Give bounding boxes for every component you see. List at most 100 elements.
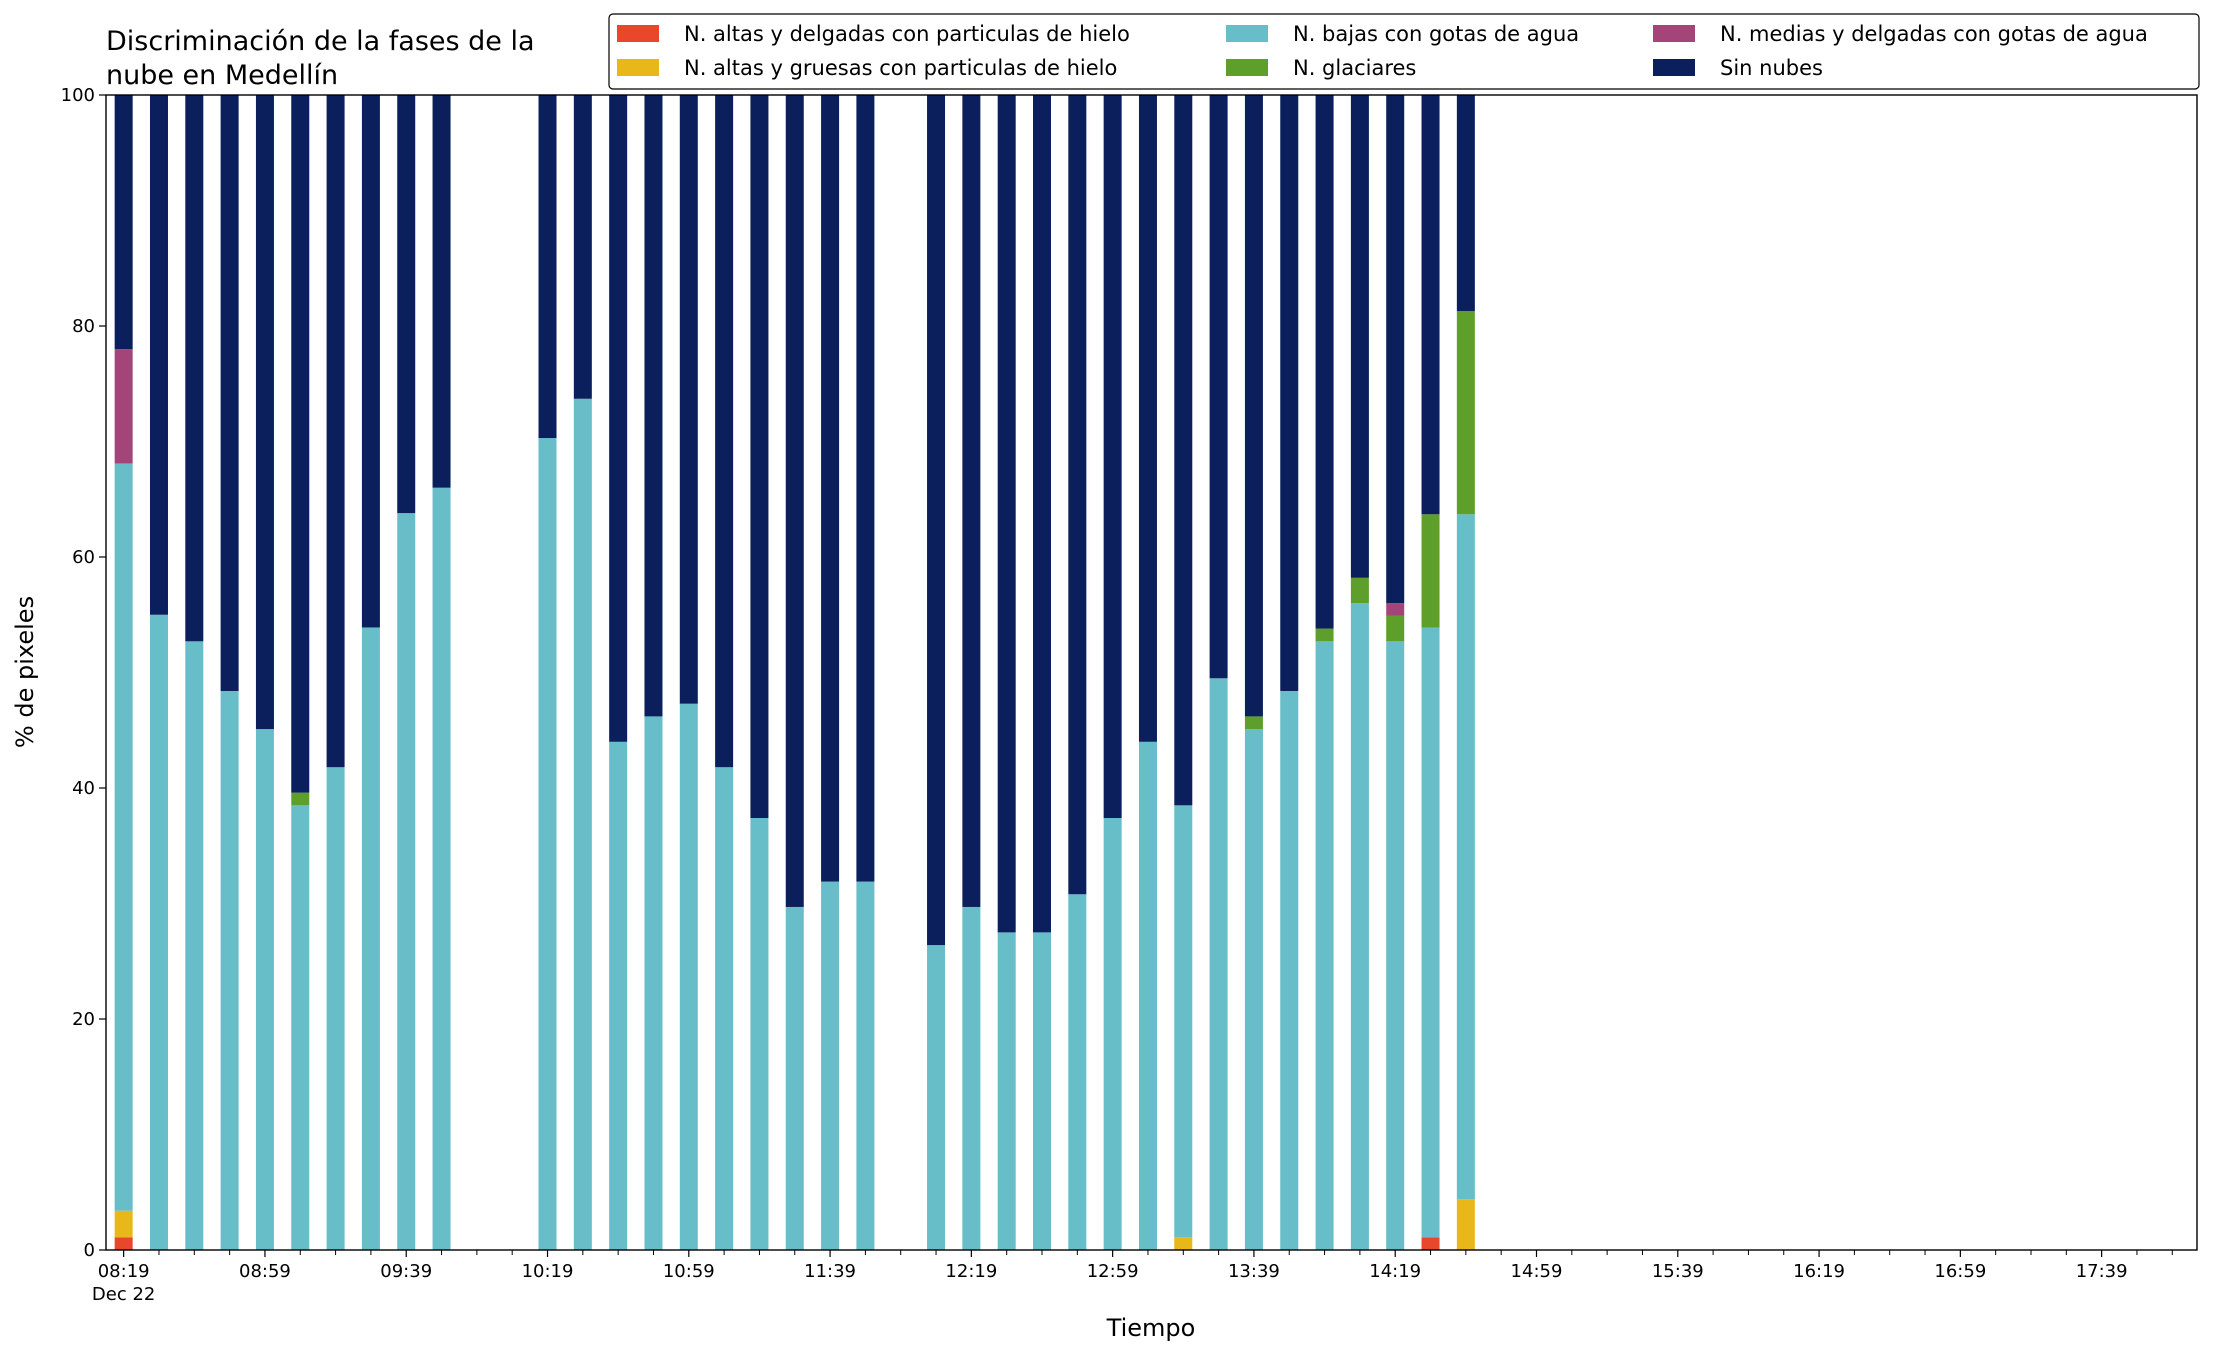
bar-segment (750, 95, 769, 819)
x-tick-label: 10:19 (522, 1261, 574, 1282)
bar-segment (1350, 603, 1369, 1250)
legend-swatch (617, 59, 659, 76)
bar-segment (1386, 641, 1405, 1250)
bar-segment (291, 95, 310, 793)
bar-segment (679, 703, 698, 1250)
bar-segment (1103, 818, 1122, 1250)
x-tick-label: 13:39 (1228, 1261, 1280, 1282)
bar-segment (785, 906, 804, 1250)
bar-segment (220, 95, 239, 691)
bar-segment (432, 95, 451, 488)
x-date-label: Dec 22 (92, 1284, 155, 1305)
bar-segment (291, 792, 310, 806)
bar-segment (1174, 805, 1193, 1238)
bar-segment (1209, 95, 1228, 679)
bar-segment (1068, 95, 1087, 895)
bar-segment (361, 95, 380, 628)
bar-segment (1280, 690, 1299, 1250)
bar-segment (149, 614, 168, 1250)
x-tick-label: 09:39 (380, 1261, 432, 1282)
bar-segment (114, 1210, 133, 1238)
y-axis-label: % de pixeles (11, 596, 39, 748)
bar-segment (644, 95, 663, 717)
bar-segment (114, 95, 133, 350)
bar-segment (220, 690, 239, 1250)
bar-segment (1386, 603, 1405, 616)
bar-segment (609, 741, 628, 1250)
x-tick-label: 12:19 (945, 1261, 997, 1282)
y-tick-label: 40 (72, 778, 95, 799)
x-tick-label: 08:19 (98, 1261, 150, 1282)
bar-segment (114, 349, 133, 464)
bar-segment (1350, 95, 1369, 578)
bar-segment (1209, 678, 1228, 1250)
bar-segment (1280, 95, 1299, 691)
legend-swatch (1226, 25, 1268, 42)
bar-segment (397, 513, 416, 1250)
bar-segment (538, 95, 557, 439)
bar-segment (1244, 729, 1263, 1250)
x-tick-label: 14:19 (1369, 1261, 1421, 1282)
bar-segment (785, 95, 804, 907)
legend-label: N. altas y delgadas con particulas de hi… (684, 22, 1130, 46)
x-tick-label: 14:59 (1511, 1261, 1563, 1282)
bar-segment (1315, 641, 1334, 1250)
bar-segment (185, 95, 204, 642)
bar-segment (997, 95, 1016, 933)
bar-segment (821, 881, 840, 1250)
bar-segment (997, 932, 1016, 1250)
bar-segment (1456, 310, 1475, 515)
legend-label: Sin nubes (1720, 56, 1823, 80)
x-tick-label: 11:39 (804, 1261, 856, 1282)
bar-segment (609, 95, 628, 742)
bar-segment (1421, 514, 1440, 628)
legend-label: N. altas y gruesas con particulas de hie… (684, 56, 1117, 80)
bar-segment (397, 95, 416, 514)
bar-segment (291, 805, 310, 1250)
bar-segment (1421, 1237, 1440, 1250)
bar-segment (1386, 615, 1405, 642)
bar-segment (1315, 628, 1334, 642)
plot-frame (105, 94, 2198, 1251)
bar-segment (1174, 1237, 1193, 1250)
bar-segment (1033, 95, 1052, 933)
bar-segment (962, 95, 981, 907)
bar-segment (927, 95, 946, 946)
y-tick-label: 0 (84, 1240, 95, 1261)
bar-segment (361, 627, 380, 1250)
bar-segment (1421, 95, 1440, 515)
bar-segment (644, 716, 663, 1250)
bar-segment (856, 881, 875, 1250)
bar-segment (1068, 894, 1087, 1250)
y-tick-label: 80 (72, 316, 95, 337)
bar-segment (1456, 95, 1475, 311)
bar-segment (1456, 1199, 1475, 1250)
bar-segment (1350, 577, 1369, 604)
x-tick-label: 16:19 (1793, 1261, 1845, 1282)
x-axis-label: Tiempo (1106, 1314, 1196, 1342)
x-tick-label: 16:59 (1934, 1261, 1986, 1282)
bar-segment (856, 95, 875, 882)
legend-swatch (1226, 59, 1268, 76)
bar-segment (1033, 932, 1052, 1250)
x-tick-label: 08:59 (239, 1261, 291, 1282)
bar-segment (715, 95, 734, 768)
bar-segment (432, 487, 451, 1250)
bar-segment (326, 95, 345, 768)
bar-segment (1315, 95, 1334, 629)
bar-segment (149, 95, 168, 615)
bar-segment (1103, 95, 1122, 819)
legend-label: N. glaciares (1293, 56, 1416, 80)
bar-segment (255, 95, 274, 730)
bar-segment (679, 95, 698, 704)
bar-segment (538, 438, 557, 1250)
bar-segment (1138, 741, 1157, 1250)
legend-box (608, 13, 2200, 90)
bar-segment (114, 463, 133, 1211)
legend-swatch (1653, 59, 1695, 76)
bar-segment (715, 767, 734, 1250)
x-tick-label: 12:59 (1087, 1261, 1139, 1282)
x-tick-label: 15:39 (1652, 1261, 1704, 1282)
legend-label: N. medias y delgadas con gotas de agua (1720, 22, 2148, 46)
bar-segment (927, 945, 946, 1250)
